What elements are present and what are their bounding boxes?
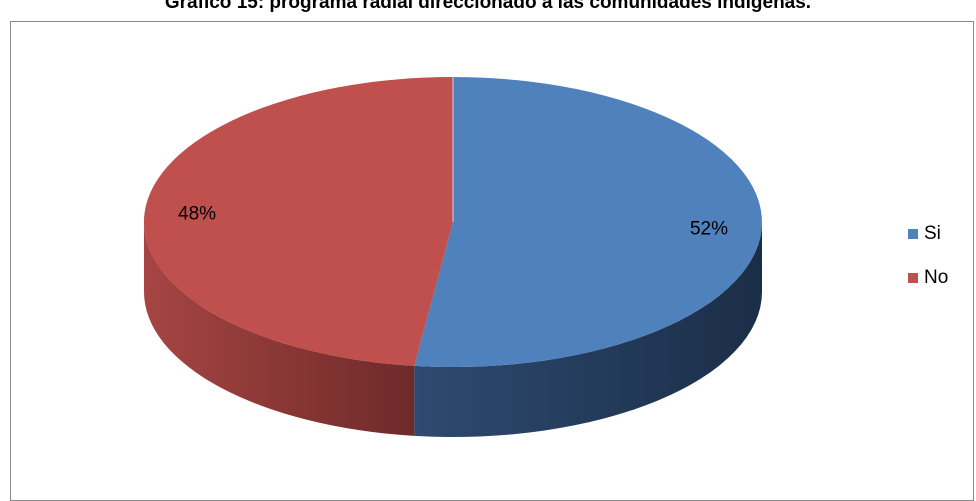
- legend-item-si: Si: [908, 221, 948, 246]
- legend-swatch-no: [908, 272, 918, 283]
- pie-slice-si: [414, 77, 762, 367]
- data-label-si: 52%: [690, 219, 728, 240]
- pie-side-si: [414, 222, 763, 438]
- legend: Si No: [908, 221, 948, 309]
- pie-slice-no: [143, 77, 453, 366]
- legend-swatch-si: [908, 228, 918, 239]
- data-label-no: 48%: [178, 203, 216, 224]
- legend-item-no: No: [908, 265, 948, 290]
- chart-title: Gráfico 15: programa radial direccionado…: [164, 0, 812, 13]
- pie-side-no: [144, 222, 415, 436]
- legend-label-si: Si: [924, 222, 941, 244]
- legend-label-no: No: [924, 266, 949, 288]
